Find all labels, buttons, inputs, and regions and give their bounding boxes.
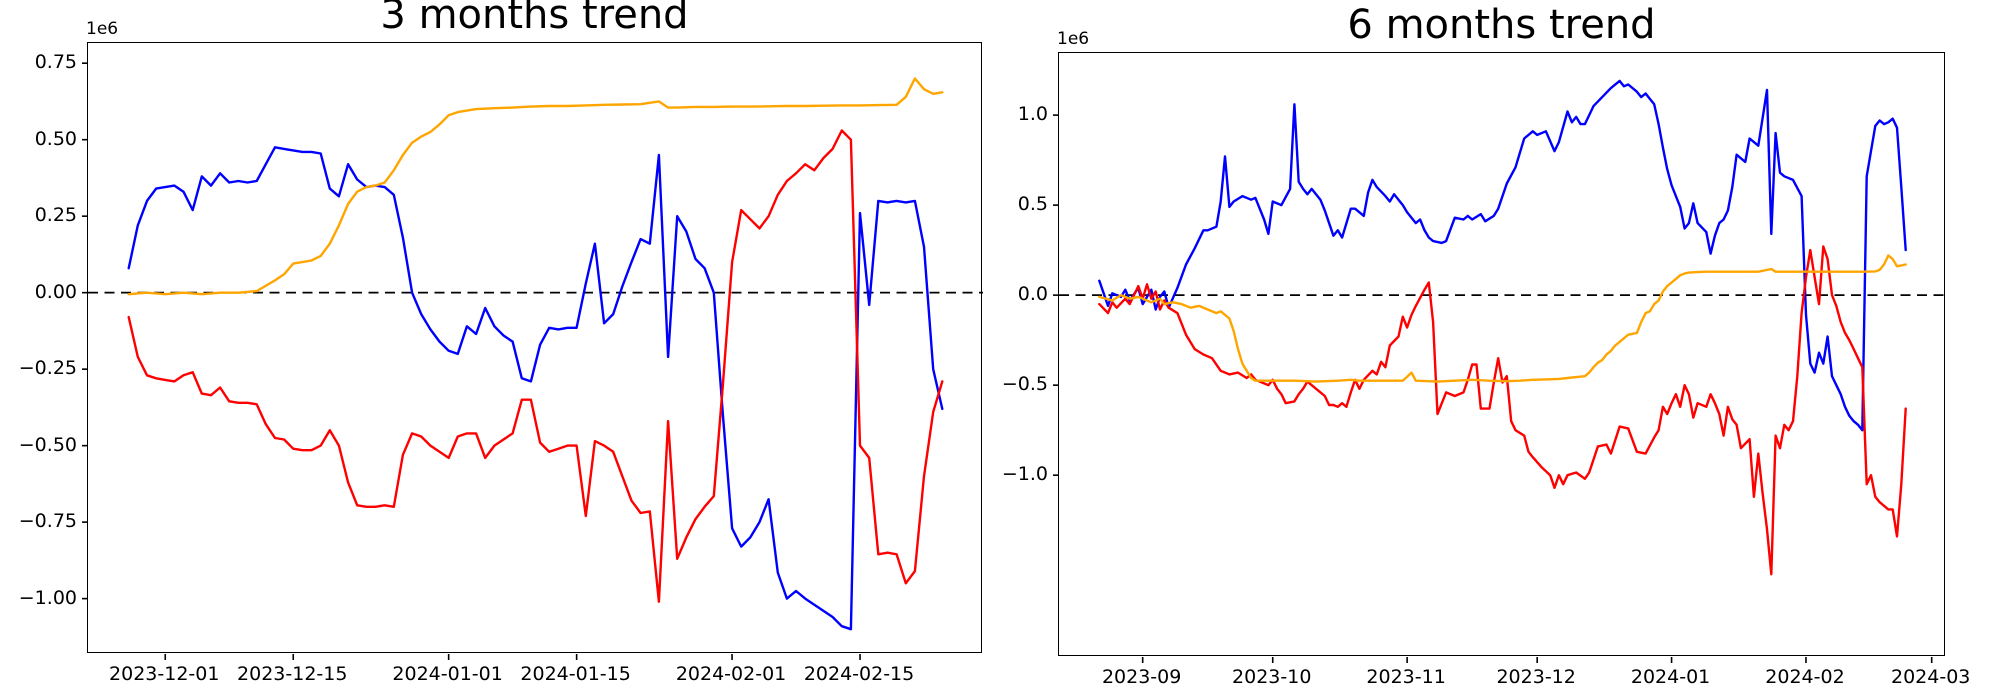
y-tick-label: 0.0 (1017, 283, 1048, 306)
x-tick-label: 2024-02 (1765, 666, 1845, 688)
x-tick-label: 2023-11 (1366, 666, 1446, 688)
orange-series-line (127, 77, 944, 296)
y-axis-offset-label: 1e6 (86, 19, 119, 39)
blue-series-line (127, 146, 944, 631)
x-tick-label: 2024-01-15 (520, 663, 631, 685)
y-tick-label: −0.50 (18, 433, 77, 456)
x-tick-label: 2024-01-01 (392, 663, 503, 685)
x-tick-label: 2024-01 (1630, 666, 1711, 688)
plot-area-3-months: 3 months trend 1e6 (82, 0, 983, 660)
chart-title-3-months: 3 months trend (380, 0, 689, 38)
x-tick-label: 2023-12 (1496, 666, 1576, 688)
plot-area-6-months: 6 months trend 1e6 (1053, 2, 1946, 663)
x-tick-label: 2024-02-15 (803, 663, 915, 685)
y-tick-label: 0.5 (1017, 193, 1048, 216)
y-tick-label: −1.0 (1001, 463, 1048, 486)
x-tick-label: 2023-09 (1101, 666, 1182, 688)
y-tick-label: 0.00 (34, 280, 77, 303)
red-series-line (127, 129, 944, 603)
y-tick-label: 0.25 (34, 204, 77, 227)
x-tick-label: 2024-03 (1890, 666, 1971, 688)
y-tick-label: −1.00 (18, 586, 77, 609)
orange-series-line (1098, 254, 1907, 383)
y-tick-label: 1.0 (1017, 103, 1048, 126)
x-tick-label: 2024-02-01 (675, 663, 787, 685)
chart-title-6-months: 6 months trend (1347, 2, 1656, 48)
y-tick-label: −0.25 (18, 357, 77, 380)
red-series-line (1098, 245, 1907, 576)
y-tick-label: 0.50 (34, 127, 77, 150)
y-tick-label: −0.5 (1001, 373, 1048, 396)
y-tick-label: 0.75 (34, 51, 77, 74)
x-tick-label: 2023-12-01 (109, 663, 220, 685)
plot-svg-3-months (82, 62, 983, 660)
plot-svg-6-months (1053, 79, 1946, 663)
y-tick-label: −0.75 (18, 510, 77, 533)
x-tick-label: 2023-10 (1232, 666, 1312, 688)
x-tick-label: 2023-12-15 (237, 663, 348, 685)
y-axis-offset-label: 1e6 (1057, 29, 1090, 49)
blue-series-line (1098, 79, 1907, 432)
